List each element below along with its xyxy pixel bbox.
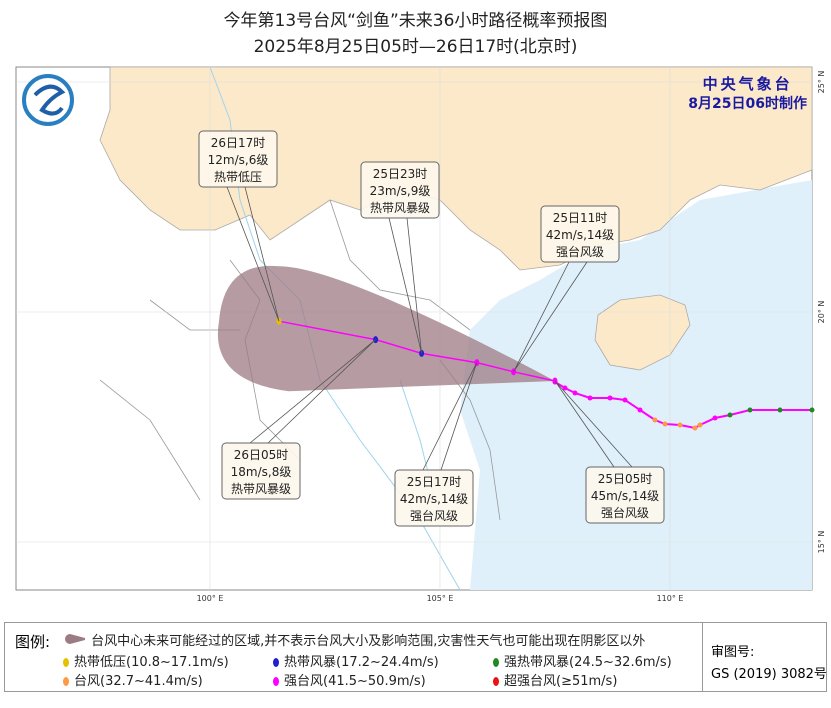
storm-level-icon <box>63 677 69 686</box>
forecast-track <box>278 320 556 382</box>
legend-label: 图例: <box>15 633 51 651</box>
legend-item: 热带低压(10.8~17.1m/s) <box>63 651 229 670</box>
past-track-point <box>572 390 578 396</box>
legend-item-label: 强热带风暴(24.5~32.6m/s) <box>504 655 672 670</box>
legend-item-label: 热带低压(10.8~17.1m/s) <box>74 655 229 670</box>
hainan-island <box>594 294 691 371</box>
forecast-label-box <box>540 205 620 263</box>
past-track-point <box>587 395 593 401</box>
forecast-time: 25日23时 <box>373 167 428 181</box>
review-number-box: 审图号: GS (2019) 3082号 <box>702 623 827 691</box>
legend-item: 强热带风暴(24.5~32.6m/s) <box>493 651 672 670</box>
probability-cone <box>217 265 555 392</box>
past-track-point <box>712 415 718 421</box>
lat-tick-label: 25° N <box>817 71 826 94</box>
legend-item-label: 超强台风(≥51m/s) <box>504 674 618 689</box>
legend-item: 热带风暴(17.2~24.4m/s) <box>273 651 439 670</box>
lat-tick-label: 20° N <box>817 301 826 324</box>
forecast-time: 25日05时 <box>598 472 653 486</box>
forecast-wind: 45m/s,14级 <box>591 489 659 503</box>
legend-item-label: 强台风(41.5~50.9m/s) <box>284 674 426 689</box>
forecast-time: 26日17时 <box>211 136 266 150</box>
callout-line <box>226 186 280 322</box>
forecast-label-box <box>585 466 665 524</box>
forecast-time: 25日11时 <box>553 211 608 225</box>
storm-level-icon <box>63 658 69 667</box>
past-track-point <box>607 395 613 401</box>
forecast-level: 热带低压 <box>214 170 262 184</box>
past-track-point <box>809 407 815 413</box>
map-canvas: 25日05时45m/s,14级强台风级25日11时42m/s,14级强台风级25… <box>15 66 826 603</box>
storm-level-icon <box>273 658 279 667</box>
lat-tick-label: 15° N <box>817 531 826 554</box>
map-title: 今年第13号台风“剑鱼”未来36小时路径概率预报图 <box>223 11 608 31</box>
legend-item: 超强台风(≥51m/s) <box>493 670 617 689</box>
forecast-label-box <box>221 442 301 500</box>
forecast-level: 热带风暴级 <box>231 482 291 496</box>
callout-line <box>422 362 478 471</box>
forecast-level: 强台风级 <box>410 508 458 523</box>
past-track-point <box>677 422 683 428</box>
forecast-level: 热带风暴级 <box>370 201 430 215</box>
storm-level-icon <box>493 677 499 686</box>
past-track-point <box>692 425 698 431</box>
callout-line <box>249 339 376 444</box>
past-track-point <box>747 407 753 413</box>
past-track-point <box>662 421 668 427</box>
past-track-point <box>727 412 733 418</box>
forecast-time: 26日05时 <box>234 448 289 462</box>
forecast-label-box <box>394 469 474 527</box>
review-number: GS (2019) 3082号 <box>711 667 827 682</box>
lon-tick-label: 100° E <box>197 594 224 603</box>
forecast-level: 强台风级 <box>556 244 604 259</box>
legend-item-label: 热带风暴(17.2~24.4m/s) <box>284 655 439 670</box>
lon-tick-label: 110° E <box>657 594 684 603</box>
agency-stamp: 中央气象台 8月25日06时制作 <box>688 74 807 114</box>
agency-name: 中央气象台 <box>702 75 793 93</box>
forecast-wind: 42m/s,14级 <box>546 228 614 242</box>
cone-swatch-icon <box>65 634 85 644</box>
past-track-point <box>562 385 568 391</box>
storm-level-icon <box>493 658 499 667</box>
storm-level-icon <box>273 677 279 686</box>
legend: 图例: 台风中心未来可能经过的区域,并不表示台风大小及影响范围,灾害性天气也可能… <box>4 622 827 692</box>
legend-item-label: 台风(32.7~41.4m/s) <box>74 674 203 689</box>
forecast-label-box <box>198 130 278 188</box>
past-track-point <box>697 422 703 428</box>
past-track-point <box>652 417 658 423</box>
legend-cone: 台风中心未来可能经过的区域,并不表示台风大小及影响范围,灾害性天气也可能出现在阴… <box>63 630 645 649</box>
callout-line <box>554 380 633 468</box>
review-label: 审图号: <box>711 645 755 660</box>
map-subtitle: 2025年8月25日05时—26日17时(北京时) <box>253 37 578 57</box>
issue-time: 8月25日06时制作 <box>688 96 807 112</box>
legend-cone-text: 台风中心未来可能经过的区域,并不表示台风大小及影响范围,灾害性天气也可能出现在阴… <box>91 634 646 649</box>
forecast-wind: 42m/s,14级 <box>400 492 468 506</box>
forecast-wind: 12m/s,6级 <box>208 153 269 167</box>
past-track-point <box>777 407 783 413</box>
legend-item: 强台风(41.5~50.9m/s) <box>273 670 426 689</box>
lon-tick-label: 105° E <box>427 594 454 603</box>
forecast-label-box <box>360 161 440 219</box>
sea-area <box>460 180 812 590</box>
forecast-wind: 18m/s,8级 <box>231 465 292 479</box>
legend-item: 台风(32.7~41.4m/s) <box>63 670 203 689</box>
past-track-point <box>637 407 643 413</box>
forecast-time: 25日17时 <box>407 475 462 489</box>
callout-line <box>388 217 422 354</box>
forecast-level: 强台风级 <box>601 505 649 520</box>
past-track-point <box>622 397 628 403</box>
forecast-wind: 23m/s,9级 <box>370 184 431 198</box>
cma-logo <box>22 74 74 126</box>
callout-line <box>513 261 588 373</box>
